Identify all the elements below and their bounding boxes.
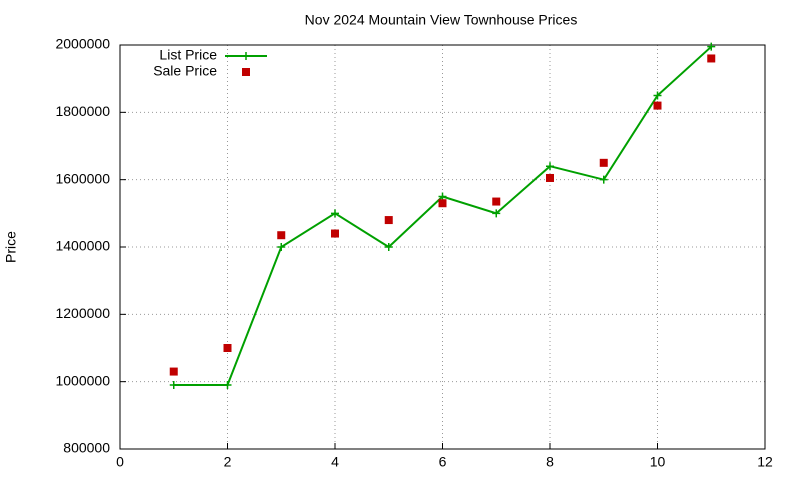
x-tick-label: 10 xyxy=(650,454,666,470)
legend-label: List Price xyxy=(159,47,217,63)
point-marker xyxy=(277,243,286,251)
x-tick-label: 2 xyxy=(224,454,232,470)
point-marker xyxy=(277,231,286,240)
point-marker xyxy=(169,367,178,376)
y-tick-label: 1400000 xyxy=(55,238,110,254)
point-marker xyxy=(384,216,393,225)
point-marker xyxy=(492,209,501,218)
y-axis-label: Price xyxy=(3,231,19,263)
point-marker xyxy=(169,381,178,390)
point-marker xyxy=(223,381,232,390)
x-tick-label: 0 xyxy=(116,454,124,470)
y-tick-label: 1600000 xyxy=(55,170,110,186)
x-tick-label: 6 xyxy=(439,454,447,470)
point-marker xyxy=(223,344,232,352)
chart-title: Nov 2024 Mountain View Townhouse Prices xyxy=(305,12,578,28)
legend-marker xyxy=(242,52,250,60)
y-tick-label: 2000000 xyxy=(55,36,110,52)
y-tick-label: 1800000 xyxy=(55,103,110,119)
point-marker xyxy=(546,173,554,182)
point-marker xyxy=(707,54,716,63)
point-marker xyxy=(384,243,393,251)
x-tick-label: 12 xyxy=(757,454,773,470)
point-marker xyxy=(438,199,447,208)
point-marker xyxy=(331,209,339,218)
y-tick-label: 1000000 xyxy=(55,372,110,388)
x-tick-label: 4 xyxy=(331,454,339,470)
point-marker xyxy=(707,42,716,51)
legend-label: Sale Price xyxy=(153,63,217,79)
point-marker xyxy=(546,162,554,171)
point-marker xyxy=(331,229,339,238)
legend-marker xyxy=(242,68,250,76)
point-marker xyxy=(599,175,608,184)
y-tick-label: 800000 xyxy=(63,440,110,456)
point-marker xyxy=(438,192,447,201)
plot-frame xyxy=(119,44,766,450)
point-marker xyxy=(492,197,501,206)
x-tick-label: 8 xyxy=(546,454,554,470)
point-marker xyxy=(599,158,608,167)
point-marker xyxy=(653,101,662,110)
point-marker xyxy=(653,91,662,100)
y-tick-label: 1200000 xyxy=(55,305,110,321)
